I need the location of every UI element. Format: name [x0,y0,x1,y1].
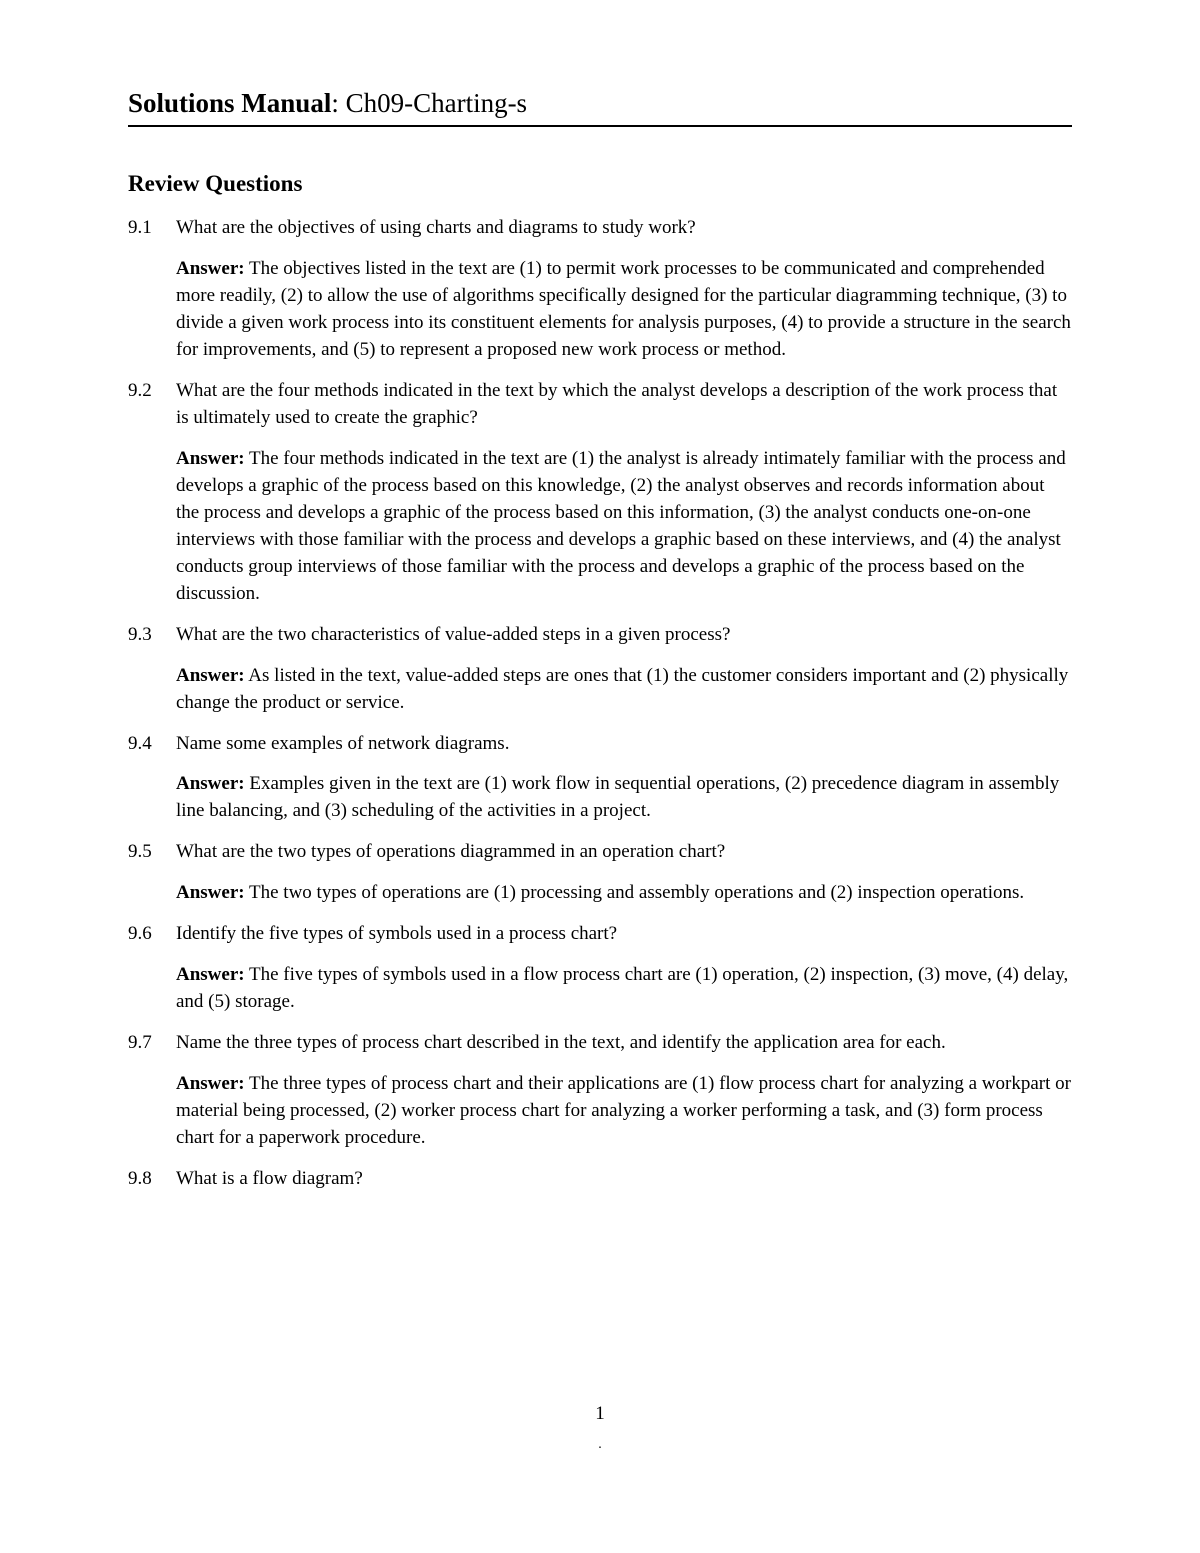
document-title: Solutions Manual: Ch09-Charting-s [128,88,1072,119]
answer-body: The three types of process chart and the… [176,1073,1071,1148]
question-number: 9.4 [128,731,176,826]
question-item: 9.2What are the four methods indicated i… [128,378,1072,608]
question-item: 9.5What are the two types of operations … [128,839,1072,907]
answer-text: Answer: The two types of operations are … [176,880,1072,907]
answer-text: Answer: The five types of symbols used i… [176,962,1072,1016]
question-content: Name the three types of process chart de… [176,1030,1072,1152]
answer-text: Answer: Examples given in the text are (… [176,771,1072,825]
question-content: Name some examples of network diagrams. A… [176,731,1072,826]
question-number: 9.7 [128,1030,176,1152]
question-text: What are the two characteristics of valu… [176,622,1072,649]
answer-text: Answer: The four methods indicated in th… [176,446,1072,608]
question-text: Name the three types of process chart de… [176,1030,1072,1057]
question-content: Identify the five types of symbols used … [176,921,1072,1016]
question-item: 9.6Identify the five types of symbols us… [128,921,1072,1016]
question-text: Name some examples of network diagrams. [176,731,1072,758]
question-content: What are the four methods indicated in t… [176,378,1072,608]
question-item: 9.4Name some examples of network diagram… [128,731,1072,826]
answer-label: Answer: [176,258,245,279]
page-dot: . [598,1437,602,1453]
question-content: What is a flow diagram? [176,1166,1072,1193]
question-number: 9.6 [128,921,176,1016]
answer-text: Answer: The three types of process chart… [176,1071,1072,1152]
question-item: 9.8What is a flow diagram? [128,1166,1072,1193]
question-text: What are the two types of operations dia… [176,839,1072,866]
question-text: What are the objectives of using charts … [176,215,1072,242]
answer-text: Answer: As listed in the text, value-add… [176,663,1072,717]
answer-label: Answer: [176,964,245,985]
answer-body: As listed in the text, value-added steps… [176,665,1068,713]
answer-label: Answer: [176,665,245,686]
question-text: What is a flow diagram? [176,1166,1072,1193]
question-number: 9.5 [128,839,176,907]
answer-body: Examples given in the text are (1) work … [176,773,1059,821]
question-number: 9.1 [128,215,176,364]
question-number: 9.2 [128,378,176,608]
question-item: 9.1What are the objectives of using char… [128,215,1072,364]
title-rest-part: : Ch09-Charting-s [331,88,527,118]
answer-body: The five types of symbols used in a flow… [176,964,1068,1012]
answer-body: The two types of operations are (1) proc… [245,882,1025,903]
question-number: 9.8 [128,1166,176,1193]
question-content: What are the two types of operations dia… [176,839,1072,907]
document-header: Solutions Manual: Ch09-Charting-s [128,88,1072,127]
answer-body: The objectives listed in the text are (1… [176,258,1071,360]
section-title: Review Questions [128,171,1072,197]
question-content: What are the objectives of using charts … [176,215,1072,364]
answer-body: The four methods indicated in the text a… [176,448,1066,604]
question-number: 9.3 [128,622,176,717]
answer-label: Answer: [176,773,245,794]
answer-text: Answer: The objectives listed in the tex… [176,256,1072,364]
question-text: What are the four methods indicated in t… [176,378,1072,432]
questions-list: 9.1What are the objectives of using char… [128,215,1072,1193]
answer-label: Answer: [176,1073,245,1094]
question-text: Identify the five types of symbols used … [176,921,1072,948]
question-item: 9.3What are the two characteristics of v… [128,622,1072,717]
title-bold-part: Solutions Manual [128,88,331,118]
page-number: 1 [595,1403,605,1425]
question-item: 9.7Name the three types of process chart… [128,1030,1072,1152]
answer-label: Answer: [176,448,245,469]
question-content: What are the two characteristics of valu… [176,622,1072,717]
answer-label: Answer: [176,882,245,903]
